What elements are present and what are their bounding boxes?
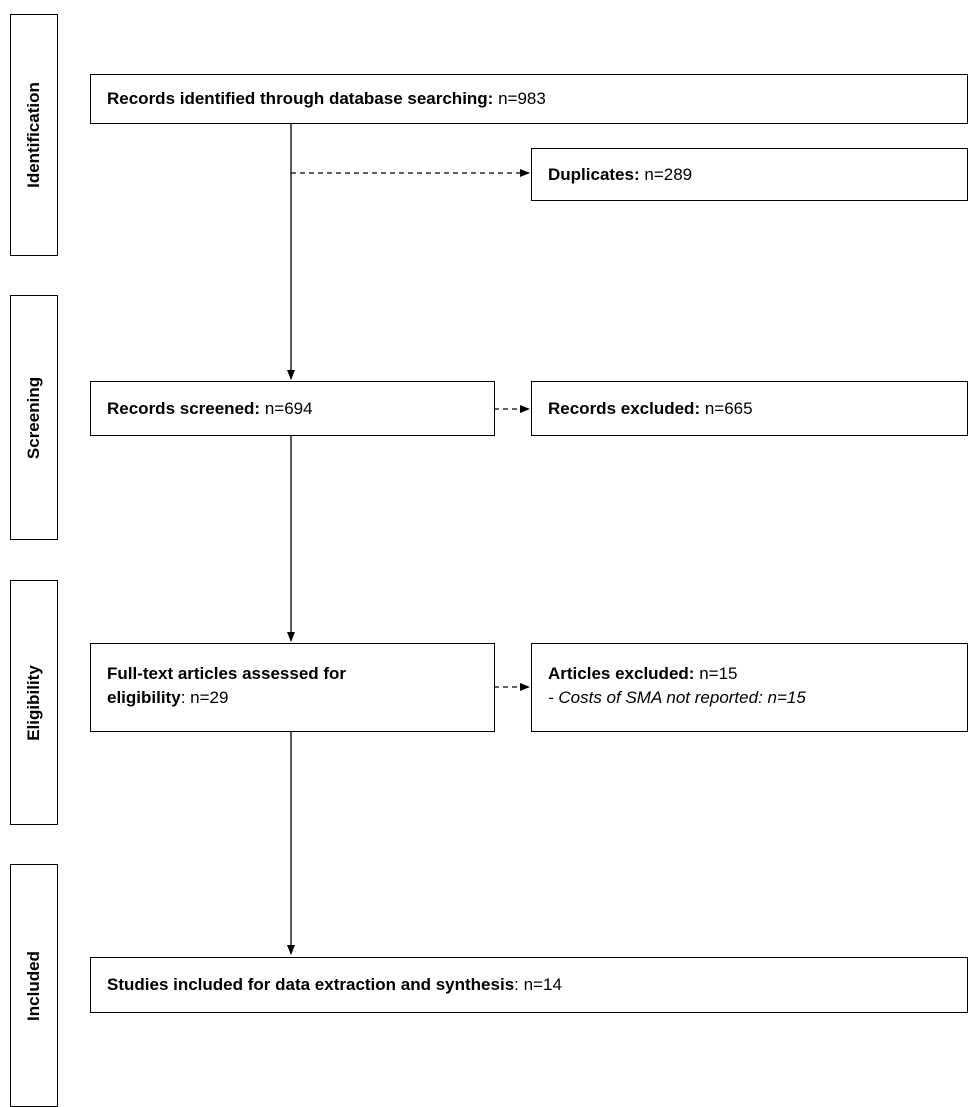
fulltext-value: : n=29 bbox=[180, 688, 229, 707]
box-articles-excluded: Articles excluded: n=15 - Costs of SMA n… bbox=[531, 643, 968, 732]
records-excluded-value: n=665 bbox=[704, 398, 753, 418]
records-identified-value: n=983 bbox=[498, 89, 546, 108]
records-excluded-label: Records excluded: bbox=[548, 398, 701, 418]
duplicates-value: n=289 bbox=[644, 164, 693, 184]
box-fulltext-assessed: Full-text articles assessed for eligibil… bbox=[90, 643, 495, 732]
fulltext-label-line2: eligibility bbox=[107, 688, 181, 707]
records-screened-value: n=694 bbox=[264, 398, 313, 418]
stage-screening: Screening bbox=[10, 295, 58, 540]
studies-included-value: : n=14 bbox=[514, 975, 562, 994]
box-duplicates: Duplicates: n=289 bbox=[531, 148, 968, 201]
articles-excluded-label: Articles excluded: bbox=[548, 664, 695, 683]
articles-excluded-reason: - Costs of SMA not reported: n=15 bbox=[548, 688, 806, 707]
box-records-excluded: Records excluded: n=665 bbox=[531, 381, 968, 436]
stage-identification: Identification bbox=[10, 14, 58, 256]
studies-included-label: Studies included for data extraction and… bbox=[107, 975, 515, 994]
records-identified-label: Records identified through database sear… bbox=[107, 89, 494, 108]
box-records-screened: Records screened: n=694 bbox=[90, 381, 495, 436]
box-studies-included: Studies included for data extraction and… bbox=[90, 957, 968, 1013]
stage-eligibility: Eligibility bbox=[10, 580, 58, 825]
articles-excluded-value: n=15 bbox=[699, 664, 738, 683]
box-records-identified: Records identified through database sear… bbox=[90, 74, 968, 124]
stage-included: Included bbox=[10, 864, 58, 1107]
records-screened-label: Records screened: bbox=[107, 398, 261, 418]
fulltext-label-line1: Full-text articles assessed for bbox=[107, 664, 347, 683]
duplicates-label: Duplicates: bbox=[548, 164, 640, 184]
